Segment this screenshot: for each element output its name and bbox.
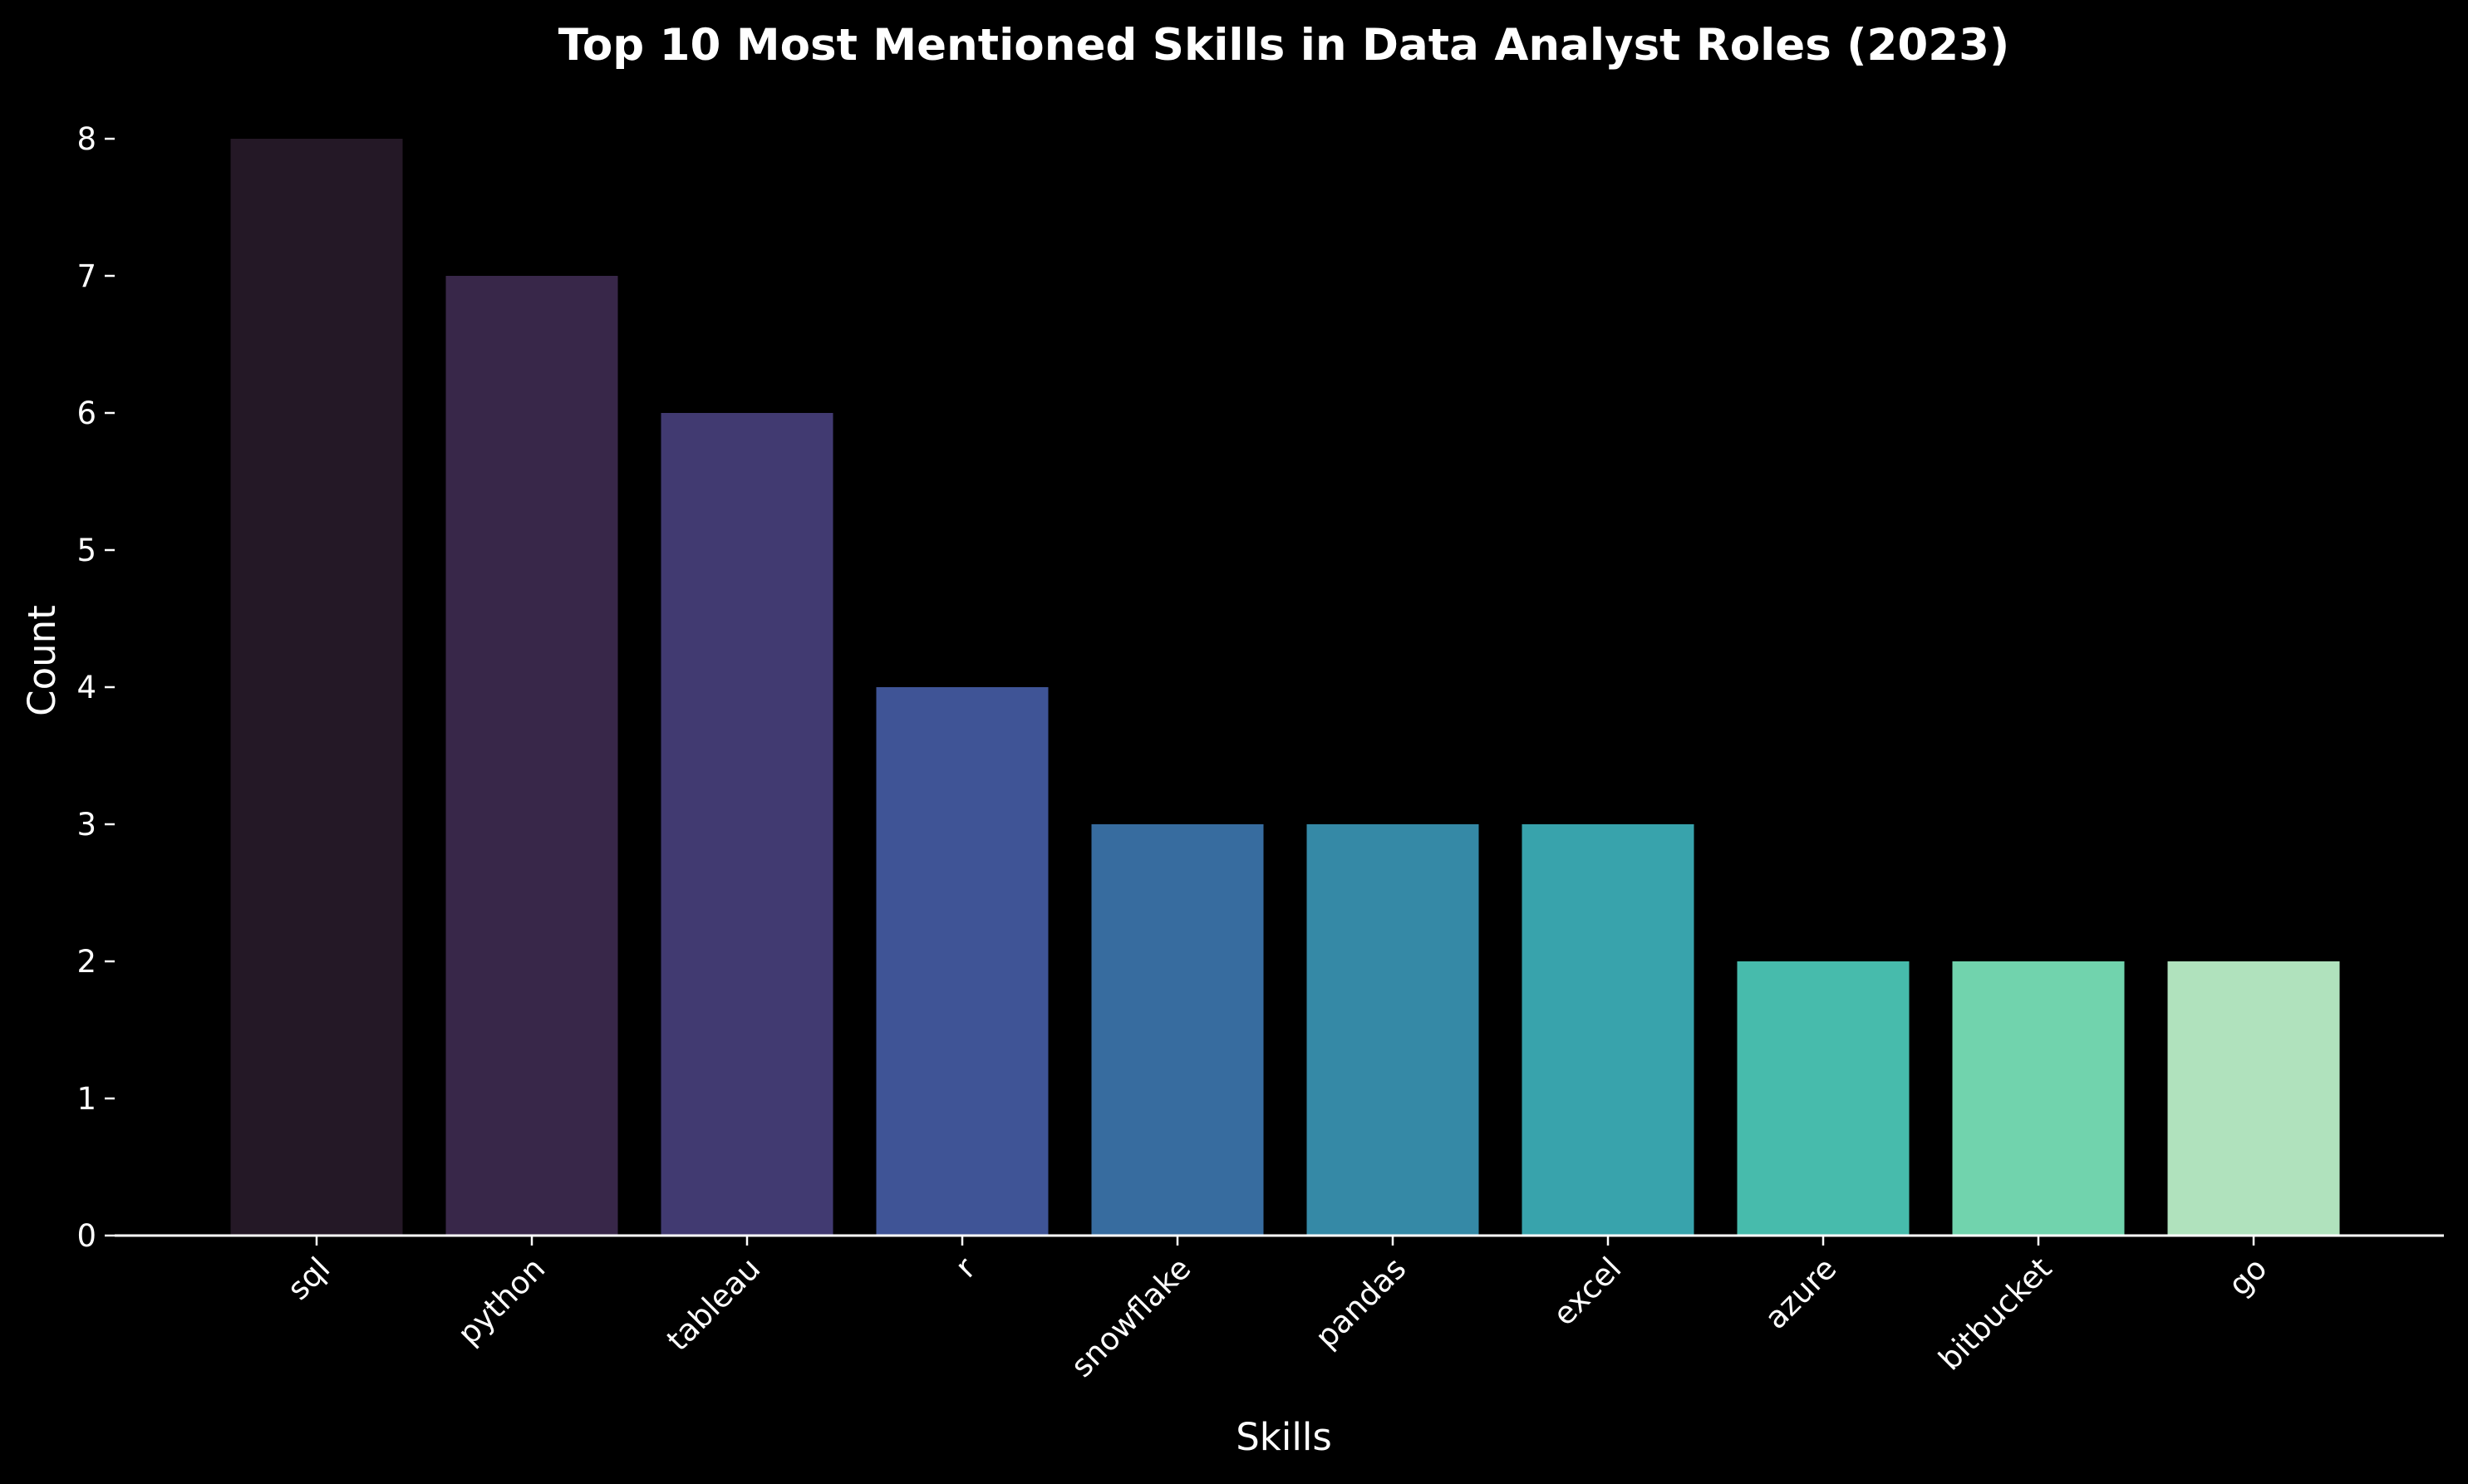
x-tick-label-python: python <box>450 1251 552 1352</box>
y-tick-label-5: 5 <box>76 533 96 568</box>
x-tick-label-azure: azure <box>1758 1251 1843 1336</box>
x-tick-label-pandas: pandas <box>1308 1251 1413 1355</box>
x-tick-label-tableau: tableau <box>660 1251 767 1358</box>
y-tick-label-8: 8 <box>76 121 96 157</box>
y-tick-label-1: 1 <box>76 1081 96 1117</box>
y-tick-label-3: 3 <box>76 807 96 843</box>
y-axis: 0 1 2 3 4 5 6 7 8 <box>76 121 115 1254</box>
y-tick-label-0: 0 <box>76 1218 96 1254</box>
bar-azure <box>1737 961 1910 1236</box>
bar-excel <box>1522 824 1694 1236</box>
x-tick-label-r: r <box>948 1250 983 1285</box>
y-axis-label: Count <box>20 605 64 716</box>
y-tick-label-4: 4 <box>76 670 96 705</box>
bar-r <box>876 687 1049 1236</box>
bar-pandas <box>1306 824 1479 1236</box>
bar-sql <box>230 139 403 1236</box>
bars-layer <box>230 139 2340 1236</box>
x-tick-label-sql: sql <box>280 1251 337 1307</box>
bar-tableau <box>661 413 833 1236</box>
x-tick-label-excel: excel <box>1546 1251 1629 1333</box>
chart-title: Top 10 Most Mentioned Skills in Data Ana… <box>558 20 2009 71</box>
bar-bitbucket <box>1952 961 2125 1236</box>
bar-python <box>445 276 618 1236</box>
x-tick-label-bitbucket: bitbucket <box>1932 1251 2059 1378</box>
bar-snowflake <box>1091 824 1264 1236</box>
x-axis-label: Skills <box>1236 1415 1332 1459</box>
y-tick-label-6: 6 <box>76 396 96 431</box>
y-tick-label-7: 7 <box>76 258 96 294</box>
bar-go <box>2167 961 2340 1236</box>
x-tick-label-go: go <box>2221 1251 2274 1303</box>
x-tick-label-snowflake: snowflake <box>1064 1251 1198 1384</box>
y-tick-label-2: 2 <box>76 944 96 980</box>
x-axis: sql python tableau r snowflake pandas excel azu… <box>115 1234 2444 1384</box>
